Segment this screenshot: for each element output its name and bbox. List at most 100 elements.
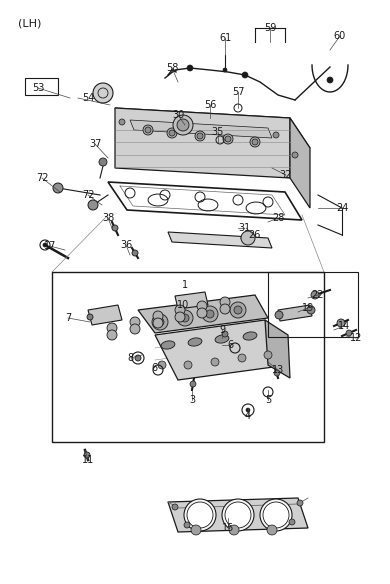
Circle shape	[252, 139, 258, 145]
Circle shape	[143, 125, 153, 135]
Ellipse shape	[188, 338, 202, 346]
Text: 56: 56	[204, 100, 216, 110]
Circle shape	[175, 312, 185, 322]
Polygon shape	[88, 305, 122, 325]
Circle shape	[273, 132, 279, 138]
Circle shape	[337, 319, 345, 327]
Circle shape	[135, 355, 141, 361]
Text: 7: 7	[65, 313, 71, 323]
Circle shape	[177, 119, 189, 131]
Polygon shape	[115, 108, 310, 148]
Circle shape	[307, 306, 315, 314]
Text: 58: 58	[166, 63, 178, 73]
Circle shape	[43, 243, 47, 247]
Circle shape	[184, 499, 216, 531]
Circle shape	[242, 72, 248, 78]
Circle shape	[175, 305, 185, 315]
Circle shape	[311, 291, 319, 299]
Circle shape	[197, 301, 207, 311]
Circle shape	[246, 408, 250, 412]
Circle shape	[223, 134, 233, 144]
Text: 61: 61	[219, 33, 231, 43]
Circle shape	[289, 519, 295, 525]
Polygon shape	[115, 108, 290, 178]
Circle shape	[346, 330, 352, 336]
Circle shape	[119, 119, 125, 125]
Text: 35: 35	[212, 127, 224, 137]
Circle shape	[132, 250, 138, 256]
Text: 54: 54	[82, 93, 94, 103]
Circle shape	[181, 314, 189, 322]
Text: 10: 10	[177, 300, 189, 310]
Circle shape	[197, 308, 207, 318]
Polygon shape	[138, 295, 268, 333]
Circle shape	[263, 502, 289, 528]
Ellipse shape	[215, 335, 229, 343]
Text: 1: 1	[182, 280, 188, 290]
Circle shape	[250, 137, 260, 147]
Circle shape	[153, 311, 163, 321]
Text: (LH): (LH)	[18, 18, 41, 28]
Circle shape	[107, 330, 117, 340]
Circle shape	[264, 351, 272, 359]
Circle shape	[241, 231, 255, 245]
Polygon shape	[155, 320, 288, 380]
Ellipse shape	[161, 341, 175, 349]
Text: 6: 6	[151, 363, 157, 373]
Circle shape	[187, 502, 213, 528]
Circle shape	[191, 525, 201, 535]
Text: 6: 6	[227, 340, 233, 350]
Circle shape	[222, 331, 228, 337]
Polygon shape	[278, 305, 312, 321]
Text: 32: 32	[280, 170, 292, 180]
Circle shape	[260, 499, 292, 531]
Circle shape	[225, 502, 251, 528]
Circle shape	[169, 130, 175, 136]
Circle shape	[195, 131, 205, 141]
Text: 57: 57	[232, 87, 244, 97]
Text: 24: 24	[336, 203, 348, 213]
Circle shape	[84, 452, 90, 458]
Polygon shape	[168, 232, 272, 248]
Text: 38: 38	[102, 213, 114, 223]
Circle shape	[230, 302, 246, 318]
Text: 11: 11	[82, 455, 94, 465]
Bar	[52, 272, 324, 442]
Circle shape	[238, 354, 246, 362]
Circle shape	[234, 306, 242, 314]
Text: 31: 31	[238, 223, 250, 233]
Text: 14: 14	[338, 321, 350, 331]
Circle shape	[297, 500, 303, 506]
Circle shape	[112, 225, 118, 231]
Circle shape	[153, 318, 163, 328]
Text: 72: 72	[82, 190, 94, 200]
Text: 3: 3	[189, 395, 195, 405]
Circle shape	[152, 314, 168, 330]
Circle shape	[158, 361, 166, 369]
Circle shape	[99, 158, 107, 166]
Circle shape	[184, 522, 190, 528]
Circle shape	[220, 297, 230, 307]
Circle shape	[167, 128, 177, 138]
Polygon shape	[175, 292, 208, 309]
Text: 8: 8	[127, 353, 133, 363]
Circle shape	[220, 304, 230, 314]
Text: 53: 53	[32, 83, 44, 93]
Circle shape	[267, 525, 277, 535]
Circle shape	[211, 358, 219, 366]
Circle shape	[107, 323, 117, 333]
Text: 28: 28	[272, 213, 284, 223]
Text: 59: 59	[264, 23, 276, 33]
Circle shape	[202, 306, 218, 322]
Circle shape	[177, 310, 193, 326]
Text: 9: 9	[219, 325, 225, 335]
Circle shape	[274, 370, 280, 376]
Text: 36: 36	[120, 240, 132, 250]
Text: 37: 37	[89, 139, 101, 149]
Text: 17: 17	[44, 241, 56, 251]
Text: 72: 72	[36, 173, 48, 183]
Circle shape	[197, 133, 203, 139]
Polygon shape	[168, 498, 308, 532]
Text: 60: 60	[334, 31, 346, 41]
Text: 22: 22	[312, 290, 324, 300]
